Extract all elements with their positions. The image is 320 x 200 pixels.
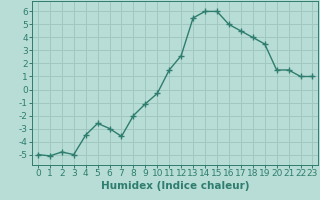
X-axis label: Humidex (Indice chaleur): Humidex (Indice chaleur)	[101, 181, 250, 191]
